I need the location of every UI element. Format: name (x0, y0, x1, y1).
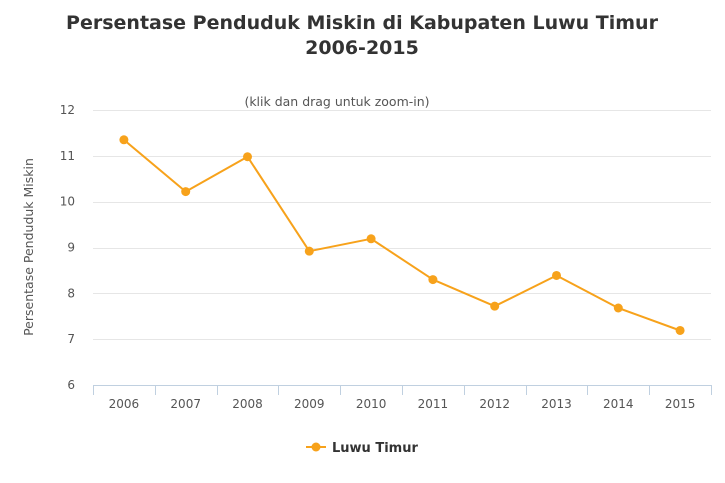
x-tick-label: 2011 (418, 397, 449, 411)
y-tick-label: 11 (60, 149, 75, 163)
x-tick-label: 2010 (356, 397, 387, 411)
y-tick-label: 6 (67, 378, 75, 392)
series-group[interactable] (119, 135, 685, 335)
data-point[interactable] (304, 246, 314, 256)
y-axis-label: Persentase Penduduk Miskin (21, 158, 36, 336)
x-tick-label: 2009 (294, 397, 325, 411)
data-point[interactable] (181, 187, 191, 197)
data-point[interactable] (675, 325, 685, 335)
chart-subtitle: (klik dan drag untuk zoom-in) (244, 94, 429, 109)
chart-title-line1: Persentase Penduduk Miskin di Kabupaten … (66, 12, 659, 34)
data-point[interactable] (613, 303, 623, 313)
data-point[interactable] (490, 301, 500, 311)
x-tick-label: 2008 (232, 397, 263, 411)
legend-item-label[interactable]: Luwu Timur (332, 441, 418, 456)
x-tick-label: 2014 (603, 397, 634, 411)
x-tick-label: 2013 (541, 397, 572, 411)
x-tick-label: 2015 (665, 397, 696, 411)
y-tick-label: 12 (60, 103, 75, 117)
legend[interactable]: Luwu Timur (306, 441, 418, 456)
series-line (123, 139, 681, 332)
data-point[interactable] (119, 135, 129, 145)
data-point[interactable] (428, 275, 438, 285)
y-tick-label: 9 (67, 241, 75, 255)
y-tick-label: 8 (67, 286, 75, 300)
data-point[interactable] (552, 270, 561, 280)
legend-marker-icon (311, 442, 321, 452)
x-tick-label: 2006 (109, 397, 140, 411)
chart-title-line2: 2006-2015 (305, 37, 419, 59)
data-point[interactable] (243, 152, 252, 162)
y-tick-label: 10 (60, 195, 75, 209)
gridlines (93, 110, 711, 340)
x-axis: 2006 2007 2008 2009 2010 2011 2012 2013 2014 2015 (93, 385, 712, 411)
data-point[interactable] (366, 234, 376, 244)
x-tick-label: 2007 (170, 397, 201, 411)
x-tick-label: 2012 (479, 397, 510, 411)
y-axis-ticks: 6 7 8 9 10 11 12 (60, 103, 75, 392)
y-tick-label: 7 (67, 332, 75, 346)
